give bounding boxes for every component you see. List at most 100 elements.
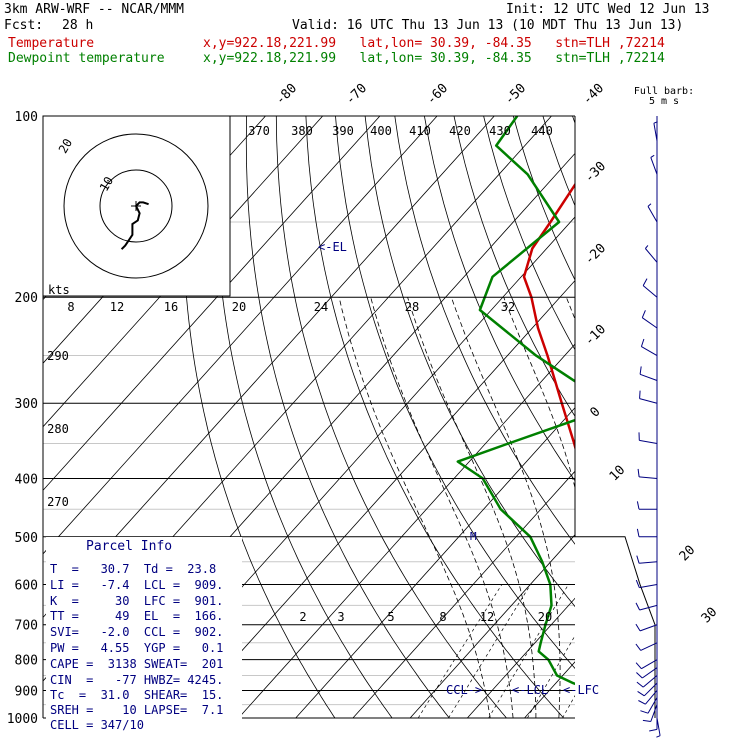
wind-barb [636,667,658,679]
hodograph-speed-label: 28 [405,300,419,314]
wind-barb-feather [639,390,641,399]
wind-barb-feather [635,623,641,632]
parcel-info-box [46,537,242,727]
dry-adiabat [691,116,740,718]
wind-barb-feather [636,501,640,510]
wind-barb-feather [647,203,652,207]
barb-legend: Full barb: [634,86,694,97]
hodograph-speed-label: 16 [164,300,178,314]
dry-adiabat [542,116,575,207]
dry-adiabat [214,116,393,718]
wind-barb [635,659,658,670]
wind-barb-staff [641,659,658,670]
wind-barb [635,623,658,632]
pressure-label: 400 [15,472,38,487]
theta-label: 280 [47,422,69,436]
dry-adiabat [721,116,740,718]
wind-barb-staff [642,285,658,298]
wind-barb-staff [642,667,658,679]
pressure-label: 200 [15,291,38,306]
wind-barb-feather [638,700,646,705]
theta-label: 270 [47,495,69,509]
wind-barb-feather [637,690,645,697]
wind-barb-staff [647,697,658,714]
wind-barb-staff [650,157,658,175]
wind-barb [641,310,658,329]
mixing-ratio-line [562,694,575,718]
parcel-row: PW = 4.55 YGP = 0.1 [50,641,224,655]
wind-barb [640,338,658,356]
wind-barb [637,682,658,697]
pressure-label: 900 [15,684,38,699]
moist-adiabat [370,297,514,718]
legend-dewpoint-info: x,y=922.18,221.99 lat,lon= 30.39, -84.35… [203,51,665,66]
wind-barb-feather [640,338,645,347]
isotherm [639,116,740,718]
parcel-row: LI = -7.4 LCL = 909. [50,578,224,592]
moist-adiabat [650,297,713,718]
pressure-label: 300 [15,397,38,412]
mixing-ratio-label: 12 [480,610,494,624]
ccl-annotation: CCL-> [446,683,482,697]
theta-label: 420 [449,124,471,138]
hodograph-ring-label: 10 [97,174,116,194]
isotherm [43,116,323,428]
hodograph-speed-label: 20 [232,300,246,314]
isotherm [238,343,575,718]
wind-barb [656,717,661,738]
isotherm-label: 30 [699,605,721,627]
wind-barb-feather [649,728,658,732]
wind-barb-feather [636,555,640,564]
parcel-row: SREH = 10 LAPSE= 7.1 [50,703,224,717]
wind-barb-feather [639,366,642,375]
mixing-ratio-label: 3 [337,610,344,624]
parcel-row: CELL = 347/10 [50,718,144,732]
wind-barb [647,203,658,223]
wind-barb [649,711,658,732]
barb-legend: 5 m s [649,96,679,107]
isotherm [352,470,575,718]
wind-barb-feather [635,643,642,651]
moist-adiabat [673,297,740,718]
theta-label: 370 [248,124,270,138]
wind-barb-staff [639,561,658,564]
legend-temperature: Temperature [8,36,95,51]
wind-barb [636,675,658,688]
isotherm-label: -30 [582,159,609,186]
dry-adiabat [245,116,450,718]
forecast-label: Fcst: [4,18,44,33]
wind-barb-staff [639,583,658,589]
mixing-ratio-line [448,584,531,718]
wind-barb [653,121,658,142]
lfc-annotation: <-LFC [563,683,599,697]
theta-label: 400 [370,124,392,138]
wind-barb-feather [636,681,644,688]
hodograph-speed-label: 24 [314,300,328,314]
isotherm-label: 20 [677,543,699,565]
wind-barb-feather [650,154,655,158]
wind-barb [638,690,658,705]
wind-barb-feather [636,528,640,537]
wind-barb-staff [650,704,658,722]
isotherm-label: -40 [580,81,607,108]
hodograph-units: kts [48,283,70,297]
wind-barb-staff [642,675,658,688]
wind-barb-staff [639,398,658,404]
wind-barb-feather [637,468,640,477]
wind-barb-staff [639,476,658,479]
isotherm-label: -10 [582,322,609,349]
hodograph-ring [63,133,209,279]
theta-label: 440 [531,124,553,138]
pressure-label: 600 [15,578,38,593]
hodograph-speed-label: 12 [110,300,124,314]
wind-barb [637,468,658,479]
dewpoint-trace [456,116,575,686]
isotherm-label: -20 [582,241,609,268]
wind-barb-feather [656,735,661,738]
valid-time: Valid: 16 UTC Thu 13 Jun 13 (10 MDT Thu … [292,18,684,33]
dry-adiabat [602,116,740,718]
wind-barb [639,390,658,404]
isotherm [524,661,575,718]
init-time: Init: 12 UTC Wed 12 Jun 13 [506,2,710,17]
wind-barb-staff [647,206,658,223]
